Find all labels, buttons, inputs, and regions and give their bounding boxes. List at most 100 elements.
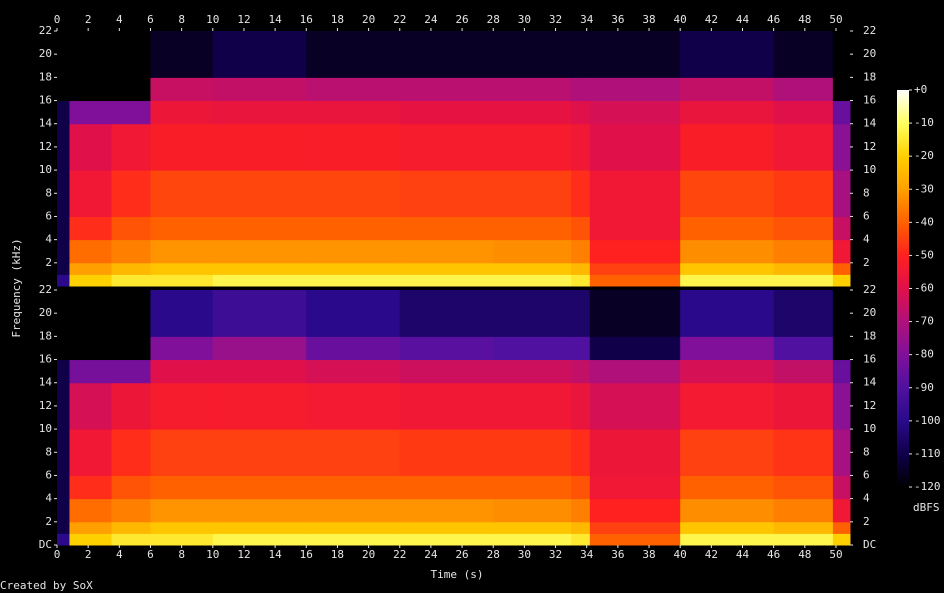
- spectrogram-cell: [212, 123, 307, 171]
- spectrogram-cell: [571, 290, 591, 337]
- spectrogram-cell: [150, 274, 214, 287]
- y-tick-label: 4: [45, 233, 52, 246]
- spectrogram-cell: [57, 498, 70, 523]
- spectrogram-cell: [150, 31, 214, 78]
- x-tick-label: 40: [674, 548, 687, 561]
- y-tick-label: 16: [39, 353, 52, 366]
- x-tick-label: 18: [331, 548, 344, 561]
- x-tick-label: 2: [85, 548, 92, 561]
- spectrogram-cell: [399, 216, 494, 241]
- spectrogram-cell: [493, 498, 572, 523]
- colorbar-tick-label: -30: [914, 182, 934, 195]
- colorbar-tick-label: -120: [914, 480, 941, 493]
- spectrogram-cell: [57, 274, 70, 287]
- spectrogram-cell: [832, 239, 851, 264]
- spectrogram-cell: [111, 336, 151, 361]
- x-tick-label: 12: [237, 13, 250, 26]
- spectrogram-cell: [306, 123, 401, 171]
- spectrogram-cell: [773, 239, 834, 264]
- spectrogram-cell: [150, 239, 214, 264]
- spectrogram-cell: [150, 123, 214, 171]
- spectrogram-cell: [57, 382, 70, 430]
- y-tick-label: 22: [39, 283, 52, 296]
- spectrogram-cell: [212, 77, 307, 102]
- spectrogram-cell: [493, 77, 572, 102]
- x-tick-label: 32: [549, 13, 562, 26]
- spectrogram-cell: [680, 239, 775, 264]
- spectrogram-cell: [111, 521, 151, 534]
- spectrogram-cell: [773, 216, 834, 241]
- spectrogram-cell: [680, 123, 775, 171]
- spectrogram-cell: [399, 336, 494, 361]
- y-tick-label: 10: [39, 422, 52, 435]
- spectrogram-cell: [212, 359, 307, 384]
- spectrogram-cell: [832, 77, 851, 102]
- spectrogram-cell: [399, 359, 494, 384]
- spectrogram-cell: [832, 31, 851, 78]
- x-tick-label: 36: [611, 548, 624, 561]
- spectrogram-cell: [212, 336, 307, 361]
- y-tick-label: 16: [863, 94, 876, 107]
- spectrogram-cell: [57, 262, 70, 275]
- spectrogram-cell: [399, 290, 494, 337]
- spectrogram-cell: [150, 336, 214, 361]
- spectrogram-cell: [150, 290, 214, 337]
- spectrogram-cell: [589, 382, 681, 430]
- y-tick-label: 8: [45, 186, 52, 199]
- spectrogram-cell: [57, 239, 70, 264]
- spectrogram-cell: [773, 290, 834, 337]
- colorbar: [897, 90, 909, 487]
- spectrogram-cell: [571, 429, 591, 476]
- spectrogram-cell: [571, 382, 591, 430]
- spectrogram-cell: [493, 239, 572, 264]
- spectrogram-cell: [399, 475, 494, 500]
- spectrogram-cell: [150, 498, 214, 523]
- spectrogram-cell: [150, 100, 214, 125]
- spectrogram-cell: [589, 31, 681, 78]
- x-tick-label: 16: [300, 13, 313, 26]
- spectrogram-cell: [69, 274, 113, 287]
- spectrogram-cell: [111, 290, 151, 337]
- spectrogram-cell: [832, 429, 851, 476]
- colorbar-tick-label: -70: [914, 315, 934, 328]
- spectrogram-cell: [571, 100, 591, 125]
- y-tick-label: 22: [39, 24, 52, 37]
- y-tick-label: 20: [39, 47, 52, 60]
- x-tick-label: 8: [178, 13, 185, 26]
- y-tick-label: 12: [39, 399, 52, 412]
- spectrogram-cell: [69, 498, 113, 523]
- spectrogram-cell: [399, 498, 494, 523]
- spectrogram-cell: [111, 262, 151, 275]
- spectrogram-cell: [773, 262, 834, 275]
- spectrogram-cell: [69, 429, 113, 476]
- spectrogram-cell: [589, 216, 681, 241]
- spectrogram-cell: [589, 239, 681, 264]
- spectrogram-cell: [832, 100, 851, 125]
- spectrogram-cell: [571, 274, 591, 287]
- spectrogram-cell: [111, 170, 151, 217]
- spectrogram-cell: [589, 336, 681, 361]
- spectrogram-cell: [589, 429, 681, 476]
- spectrogram-cell: [150, 262, 214, 275]
- y-tick-label: 20: [863, 306, 876, 319]
- spectrogram-cell: [571, 262, 591, 275]
- x-tick-label: 30: [518, 13, 531, 26]
- spectrogram-cell: [69, 170, 113, 217]
- x-tick-label: 4: [116, 13, 123, 26]
- spectrogram-cell: [493, 336, 572, 361]
- x-tick-label: 40: [674, 13, 687, 26]
- spectrogram-cell: [57, 336, 70, 361]
- spectrogram-cell: [57, 216, 70, 241]
- spectrogram-cell: [69, 290, 113, 337]
- x-tick-label: 46: [767, 13, 780, 26]
- spectrogram-cell: [212, 290, 307, 337]
- spectrogram-cell: [589, 123, 681, 171]
- spectrogram-cell: [773, 521, 834, 534]
- y-tick-label: 4: [863, 233, 870, 246]
- spectrogram-cell: [399, 262, 494, 275]
- spectrogram-cell: [399, 533, 494, 546]
- spectrogram-cell: [399, 239, 494, 264]
- y-tick-label: 14: [39, 376, 53, 389]
- spectrogram-cell: [306, 336, 401, 361]
- x-tick-label: 14: [268, 548, 282, 561]
